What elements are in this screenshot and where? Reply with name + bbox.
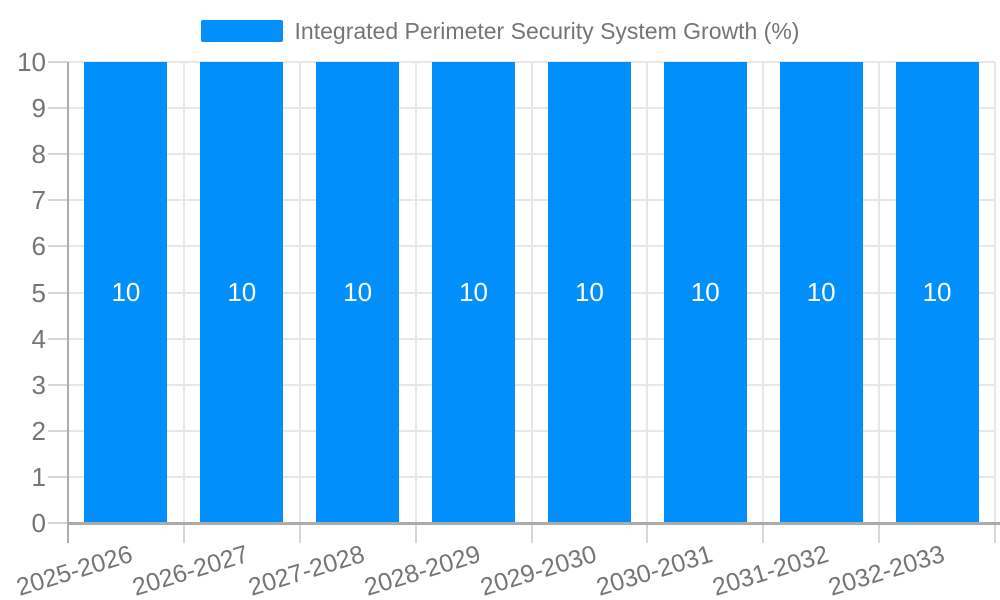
y-axis-tick (48, 291, 68, 294)
bar-value-label: 10 (343, 276, 373, 307)
x-axis-tick (414, 525, 417, 543)
legend-swatch-icon (200, 20, 283, 42)
x-axis-label: 2032-2033 (824, 540, 948, 600)
x-axis-label: 2029-2030 (477, 540, 600, 600)
y-axis-tick (48, 199, 68, 202)
bar-value-label: 10 (806, 276, 836, 307)
y-axis-tick (48, 429, 68, 432)
legend[interactable]: Integrated Perimeter Security System Gro… (0, 14, 1000, 48)
y-axis-label: 10 (17, 47, 46, 77)
y-axis-line (67, 62, 69, 543)
bar[interactable] (779, 62, 863, 523)
v-gridline (762, 62, 765, 523)
y-axis-tick (48, 522, 68, 524)
x-axis-line (68, 522, 1000, 525)
y-axis-tick (48, 153, 68, 156)
y-axis-tick (48, 107, 68, 110)
bar-value-label: 10 (459, 276, 489, 307)
legend-label: Integrated Perimeter Security System Gro… (294, 17, 800, 44)
y-axis-label: 0 (31, 508, 46, 538)
y-axis-label: 2 (31, 415, 46, 446)
y-axis-label: 6 (31, 231, 46, 262)
bar-value-label: 10 (690, 276, 720, 307)
x-axis-label: 2026-2027 (129, 540, 252, 600)
v-gridline (182, 62, 185, 523)
x-axis-tick (878, 525, 881, 543)
x-axis-label: 2025-2026 (13, 540, 137, 600)
y-axis-tick (48, 475, 68, 478)
x-axis-tick (994, 525, 996, 543)
v-gridline (878, 62, 881, 523)
bar[interactable] (316, 62, 400, 523)
x-axis-label: 2028-2029 (361, 540, 484, 600)
v-gridline (298, 62, 301, 523)
bar-value-label: 10 (922, 276, 952, 307)
v-gridline (994, 62, 996, 523)
v-gridline (414, 62, 417, 523)
bar[interactable] (895, 62, 979, 523)
bar[interactable] (547, 62, 631, 523)
x-axis-tick (530, 525, 533, 543)
v-gridline (646, 62, 649, 523)
x-axis-tick (762, 525, 765, 543)
y-axis-tick (48, 337, 68, 340)
y-axis-label: 5 (31, 277, 46, 308)
x-axis-label: 2030-2031 (592, 540, 716, 600)
bar[interactable] (663, 62, 747, 523)
x-axis-label: 2027-2028 (245, 540, 368, 600)
y-axis-label: 1 (31, 461, 46, 492)
bar[interactable] (432, 62, 516, 523)
y-axis-label: 4 (31, 323, 46, 354)
y-axis-tick (48, 61, 68, 63)
y-axis-label: 3 (31, 369, 46, 400)
x-axis-tick (298, 525, 301, 543)
y-axis-label: 9 (31, 93, 46, 124)
bar[interactable] (200, 62, 284, 523)
bar-value-label: 10 (227, 276, 257, 307)
v-gridline (530, 62, 533, 523)
y-axis-label: 8 (31, 139, 46, 170)
bar[interactable] (84, 62, 168, 523)
y-axis-tick (48, 383, 68, 386)
bar-value-label: 10 (111, 276, 141, 307)
bar-value-label: 10 (574, 276, 604, 307)
y-axis-tick (48, 245, 68, 248)
x-axis-tick (182, 525, 185, 543)
y-axis-label: 7 (31, 185, 46, 216)
x-axis-tick (646, 525, 649, 543)
x-axis-label: 2031-2032 (708, 540, 832, 600)
